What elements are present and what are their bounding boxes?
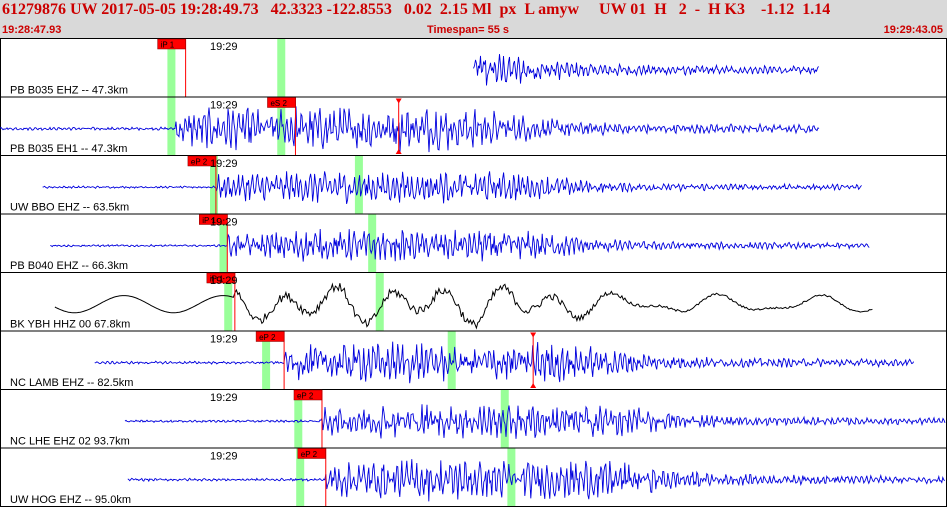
trace-panel[interactable]: eS 2 19:29 PB B035 EH1 -- 47.3km [0, 96, 947, 156]
trace-time-label: 19:29 [210, 100, 238, 112]
trace-panel[interactable]: iP 1 19:29 PB B035 EHZ -- 47.3km [0, 38, 947, 98]
time-window-marker [296, 448, 305, 506]
trace-time-label: 19:29 [210, 158, 238, 170]
phase-pick-tag[interactable] [267, 97, 296, 108]
waveform-trace [0, 106, 820, 153]
time-window-marker [354, 156, 363, 214]
phase-pick-label: iP 1 [161, 41, 175, 50]
time-window-marker [294, 390, 303, 448]
s-arrival-triangle-bottom [395, 149, 402, 154]
phase-pick-tag[interactable] [199, 214, 228, 225]
phase-pick-tag[interactable] [187, 155, 217, 167]
trace-panel[interactable]: eP 2 19:29 NC LHE EHZ 02 93.7km [0, 389, 947, 449]
station-label: UW HOG EHZ -- 95.0km [10, 494, 131, 506]
trace-time-label: 19:29 [210, 41, 238, 53]
panel-frame [0, 155, 947, 215]
time-window-marker [507, 448, 516, 506]
trace-time-label: 19:29 [210, 451, 238, 463]
waveform-trace [127, 459, 946, 502]
time-window-marker [210, 156, 219, 214]
s-arrival-triangle-bottom [530, 383, 537, 388]
start-time-label: 19:28:47.93 [2, 24, 62, 36]
time-window-marker [167, 97, 176, 155]
time-window-marker [224, 273, 233, 331]
end-time-label: 19:29:43.05 [883, 24, 943, 36]
phase-pick-tag[interactable] [206, 272, 236, 284]
phase-pick-label: eP 2 [301, 450, 318, 459]
trace-panel[interactable]: eP 2 19:29 NC LAMB EHZ -- 82.5km [0, 330, 947, 390]
station-label: PB B035 EHZ -- 47.3km [10, 85, 128, 97]
time-window-marker [447, 331, 456, 389]
timespan-label: Timespan= 55 s [427, 24, 510, 36]
phase-pick-tag[interactable] [297, 448, 327, 459]
time-window-marker [277, 97, 286, 155]
phase-pick-tag[interactable] [255, 331, 285, 342]
phase-pick-label: iP 1 [210, 275, 224, 284]
phase-pick-label: eP 2 [259, 333, 276, 342]
station-label: UW BBO EHZ -- 63.5km [10, 202, 129, 214]
time-window-marker [500, 390, 509, 448]
waveform-trace [94, 341, 915, 384]
time-window-marker [262, 331, 271, 389]
time-window-marker [277, 39, 286, 97]
trace-time-label: 19:29 [210, 392, 238, 404]
phase-pick-label: eP 2 [297, 392, 314, 401]
trace-panel[interactable]: iP 119:29 PB B040 EHZ -- 66.3km [0, 213, 947, 273]
trace-panel[interactable]: eP 2 19:29 UW HOG EHZ -- 95.0km [0, 447, 947, 507]
waveform-trace [54, 282, 873, 330]
time-window-marker [375, 273, 384, 331]
trace-panel[interactable]: iP 119:29 BK YBH HHZ 00 67.8km [0, 272, 947, 332]
trace-time-label: 19:29 [210, 334, 238, 346]
trace-time-label: 19:29 [210, 275, 238, 287]
phase-pick-tag[interactable] [157, 38, 186, 50]
waveform-trace [50, 228, 870, 262]
s-arrival-triangle-top [530, 332, 537, 338]
station-label: NC LAMB EHZ -- 82.5km [10, 377, 133, 389]
station-label: NC LHE EHZ 02 93.7km [10, 436, 130, 448]
trace-panel[interactable]: eP 2 19:29 UW BBO EHZ -- 63.5km [0, 155, 947, 215]
phase-pick-label: iP 1 [202, 216, 216, 225]
event-summary-title: 61279876 UW 2017-05-05 19:28:49.73 42.33… [2, 1, 831, 18]
waveform-trace [124, 404, 946, 439]
trace-time-label: 19:29 [210, 217, 238, 229]
phase-pick-tag[interactable] [293, 389, 323, 401]
station-label: PB B040 EHZ -- 66.3km [10, 260, 128, 272]
waveform-trace [473, 54, 819, 86]
station-label: PB B035 EH1 -- 47.3km [10, 143, 127, 155]
phase-pick-label: eS 2 [270, 99, 287, 108]
station-label: BK YBH HHZ 00 67.8km [10, 319, 130, 331]
time-window-marker [219, 214, 228, 272]
event-header: 61279876 UW 2017-05-05 19:28:49.73 42.33… [0, 0, 947, 38]
s-arrival-triangle-top [395, 98, 402, 104]
waveform-trace [42, 171, 862, 205]
seismogram-panels: iP 1 19:29 PB B035 EHZ -- 47.3km eS 2 19:29 P… [0, 38, 947, 520]
time-window-marker [167, 39, 176, 97]
phase-pick-label: eP 2 [191, 158, 208, 167]
time-window-marker [368, 214, 377, 272]
